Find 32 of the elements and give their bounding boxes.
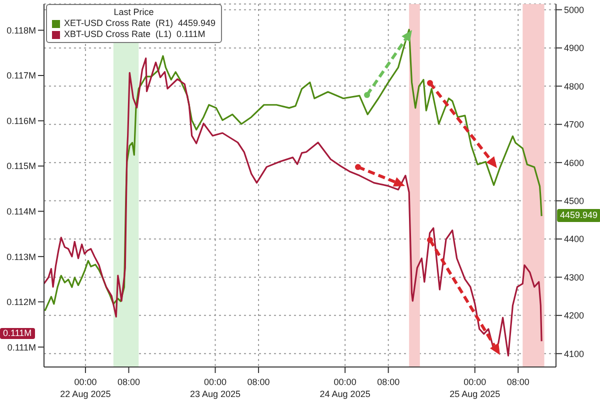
y2-tick-label: 5000: [564, 4, 584, 15]
x-tick-label: 08:00: [506, 377, 530, 387]
y-tick-label: 0.117M: [6, 70, 36, 81]
y2-tick-label: 4900: [564, 43, 584, 54]
y2-tick-label: 4600: [564, 158, 584, 168]
x-tick-label: 00:00 24 Aug 2025: [320, 377, 370, 399]
y2-tick-label: 4300: [564, 272, 584, 282]
line-series: [44, 58, 542, 356]
legend-label: XBT-USD Cross Rate (L1) 0.111M: [64, 29, 206, 40]
y2-tick-label: 4500: [564, 196, 584, 206]
y-tick-label: 0.112M: [6, 297, 36, 308]
x-tick-label: 08:00: [247, 377, 270, 387]
y2-tick-label: 4800: [564, 81, 584, 92]
legend-title: Last Price: [112, 7, 155, 18]
x-tick-label: 08:00: [377, 377, 400, 387]
x-tick-label: 00:00 25 Aug 2025: [450, 377, 500, 399]
x-tick-label: 08:00: [117, 377, 140, 387]
legend-label: XET-USD Cross Rate (R1) 4459.949: [64, 18, 216, 29]
line-series: [44, 28, 542, 312]
y-tick-label: 0.113M: [6, 252, 36, 262]
y-tick-label: 0.115M: [6, 161, 36, 172]
y2-tick-label: 4700: [564, 120, 584, 130]
y-tick-label: 0.118M: [6, 25, 36, 36]
y2-tick-label: 4400: [564, 234, 584, 244]
y2-tick-label: 4100: [564, 348, 584, 359]
y-tick-label: 0.116M: [6, 116, 36, 126]
x-tick-label: 00:00 22 Aug 2025: [60, 377, 111, 399]
y2-tick-label: 4200: [564, 310, 584, 321]
y-tick-label: 0.114M: [6, 206, 36, 216]
x-tick-label: 00:00 23 Aug 2025: [190, 377, 241, 399]
text: 4459.949: [557, 209, 600, 222]
y-tick-label: 0.111M: [7, 342, 36, 352]
